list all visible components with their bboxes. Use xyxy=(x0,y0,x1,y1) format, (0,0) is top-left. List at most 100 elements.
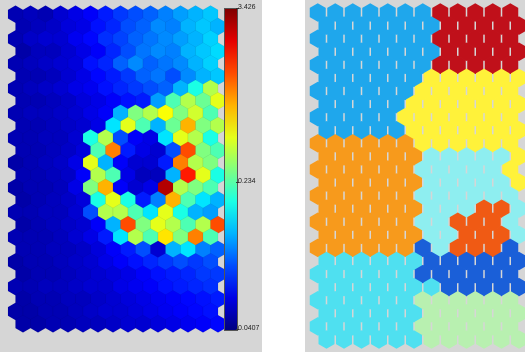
cluster-hex-cell xyxy=(388,199,405,218)
cluster-hex-cell xyxy=(318,251,335,271)
cluster-hex-cell xyxy=(379,107,396,127)
cluster-hex-cell xyxy=(423,199,440,218)
cluster-hex-cell xyxy=(318,277,335,297)
cluster-hex-cell xyxy=(397,264,414,284)
cluster-hex-cell xyxy=(353,94,370,114)
cluster-hex-cell xyxy=(397,107,414,127)
cluster-hex-cell xyxy=(397,81,414,101)
cluster-hex-cell xyxy=(362,81,379,101)
cluster-hex-cell xyxy=(467,160,484,179)
cluster-hex-cell xyxy=(511,147,525,166)
cluster-hex-cell xyxy=(388,42,405,62)
cluster-hex-cell xyxy=(502,212,519,232)
cluster-hex-cell xyxy=(484,160,501,179)
cluster-hex-cell xyxy=(502,107,519,127)
cluster-hex-cell xyxy=(467,238,484,258)
cluster-hex-cell xyxy=(371,147,387,166)
cluster-hex-cell xyxy=(353,277,370,297)
cluster-hex-cell xyxy=(467,107,484,127)
cluster-hex-cell xyxy=(309,290,326,310)
cluster-hex-cell xyxy=(432,81,449,101)
cluster-hex-cell xyxy=(458,147,475,166)
cluster-hex-cell xyxy=(511,16,525,35)
cluster-hex-cell xyxy=(476,16,492,35)
cluster-hex-cell xyxy=(353,225,370,245)
cluster-hex-cell xyxy=(511,120,525,140)
cluster-hex-cell xyxy=(362,317,379,336)
cluster-hex-cell xyxy=(371,304,387,323)
cluster-hex-cell xyxy=(344,55,361,75)
cluster-hex-cell xyxy=(318,16,335,35)
cluster-hex-cell xyxy=(432,3,449,22)
cluster-hex-cell xyxy=(327,134,344,153)
cluster-hex-cell xyxy=(327,186,344,205)
cluster-hex-cell xyxy=(371,251,387,271)
cluster-hex-cell xyxy=(309,264,326,284)
cluster-hex-cell xyxy=(511,199,525,218)
cluster-hex-cell xyxy=(336,68,352,88)
cluster-hex-cell xyxy=(458,251,475,271)
cluster-hex-cell xyxy=(467,186,484,205)
cluster-hex-cell xyxy=(458,277,475,297)
cluster-hex-cell xyxy=(502,29,519,48)
cluster-hex-cell xyxy=(502,160,519,179)
cluster-hex-cell xyxy=(362,55,379,75)
cluster-hex-cell xyxy=(388,16,405,35)
cluster-hex-cell xyxy=(318,225,335,245)
cluster-hex-cell xyxy=(502,55,519,75)
cluster-hex-cell xyxy=(336,199,352,218)
cluster-hex-cell xyxy=(318,94,335,114)
cluster-hex-cell xyxy=(362,186,379,205)
cluster-hex-cell xyxy=(441,277,457,297)
cluster-hex-cell xyxy=(344,134,361,153)
cluster-hex-cell xyxy=(388,68,405,88)
cluster-hex-cell xyxy=(318,120,335,140)
cluster-hex-cell xyxy=(344,212,361,232)
cluster-hex-cell xyxy=(449,55,466,75)
cluster-hex-cell xyxy=(502,186,519,205)
cluster-hex-cell xyxy=(309,238,326,258)
colorbar xyxy=(224,8,238,331)
cluster-hex-cell xyxy=(423,251,440,271)
cluster-hex-cell xyxy=(371,42,387,62)
cluster-hex-cell xyxy=(423,225,440,245)
cluster-hex-cell xyxy=(397,160,414,179)
cluster-hex-cell xyxy=(511,304,525,323)
cluster-hex-cell xyxy=(476,94,492,114)
cluster-hex-cell xyxy=(423,304,440,323)
cluster-hex-cell xyxy=(449,290,466,310)
cluster-hex-cell xyxy=(336,225,352,245)
cluster-hex-cell xyxy=(327,212,344,232)
cluster-hex-cell xyxy=(353,330,370,349)
cluster-hex-cell xyxy=(423,120,440,140)
cluster-hex-cell xyxy=(406,330,422,349)
cluster-hex-cell xyxy=(344,29,361,48)
cluster-hex-cell xyxy=(397,29,414,48)
cluster-hex-cell xyxy=(318,330,335,349)
cluster-hex-cell xyxy=(511,225,525,245)
cluster-hex-cell xyxy=(388,147,405,166)
cluster-hex-cell xyxy=(309,317,326,336)
cluster-hex-cell xyxy=(467,29,484,48)
cluster-hex-cell xyxy=(362,3,379,22)
cluster-hex-cell xyxy=(406,225,422,245)
cluster-hex-cell xyxy=(344,160,361,179)
cluster-hex-cell xyxy=(484,55,501,75)
cluster-hex-cell xyxy=(502,290,519,310)
cluster-hex-cell xyxy=(336,147,352,166)
cluster-hex-cell xyxy=(362,238,379,258)
cluster-hex-cell xyxy=(309,29,326,48)
cluster-hex-cell xyxy=(414,29,431,48)
cluster-hex-cell xyxy=(379,3,396,22)
cluster-hex-cell xyxy=(318,147,335,166)
cluster-hex-cell xyxy=(511,68,525,88)
cluster-hex-cell xyxy=(406,120,422,140)
cluster-hex-cell xyxy=(476,277,492,297)
cluster-hex-cell xyxy=(458,42,475,62)
cluster-hex-cell xyxy=(327,3,344,22)
colorbar-max-label: 3.426 xyxy=(238,4,256,11)
cluster-hex-cell xyxy=(476,147,492,166)
cluster-hex-cell xyxy=(379,55,396,75)
colorbar-min-label: 0.0407 xyxy=(238,325,260,332)
cluster-hex-cell xyxy=(423,68,440,88)
